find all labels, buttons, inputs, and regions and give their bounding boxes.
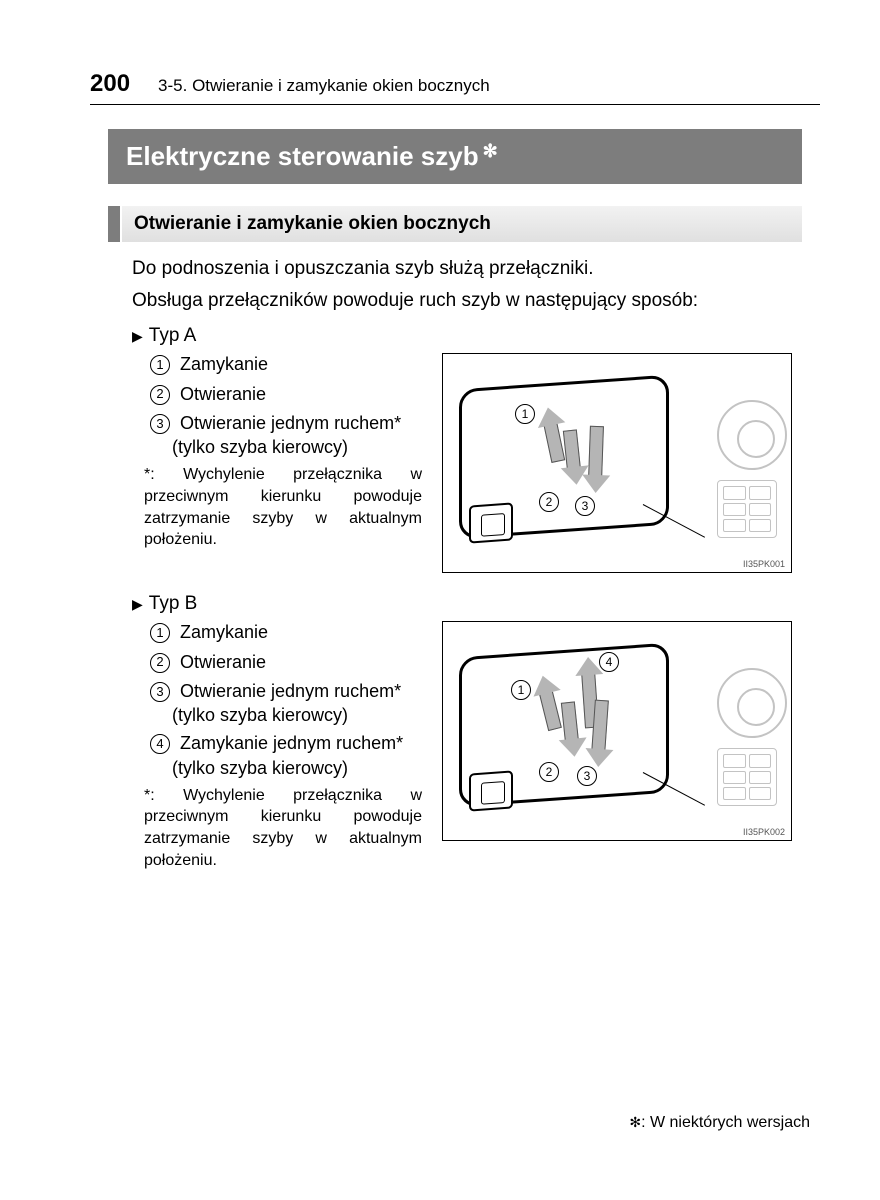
image-code: II35PK002 [743, 827, 785, 837]
item-text: Otwieranie jednym ruchem* [180, 680, 401, 703]
intro-text-1: Do podnoszenia i opuszczania szyb służą … [132, 256, 790, 282]
type-b-diagram: 1 2 3 4 II35PK002 [442, 621, 792, 841]
lock-switch-icon [469, 503, 513, 544]
item-text: Zamykanie jednym ruchem* [180, 732, 403, 755]
type-b-header: ▶ Typ B [132, 593, 790, 615]
type-a-label: Typ A [149, 325, 197, 347]
section-title-bar: Elektryczne sterowanie szyb ✻ [108, 129, 802, 184]
header-rule [90, 104, 820, 105]
section-title: Elektryczne sterowanie szyb [126, 141, 479, 172]
item-text: Otwieranie jednym ruchem* [180, 412, 401, 435]
triangle-icon: ▶ [132, 596, 143, 613]
list-item: 2 Otwieranie [150, 651, 422, 674]
list-item: 1 Zamykanie [150, 353, 422, 376]
steering-wheel-icon [717, 668, 787, 738]
type-a-list: 1 Zamykanie 2 Otwieranie 3 Otwieranie jedny… [132, 353, 422, 435]
item-subnote: (tylko szyba kierowcy) [132, 705, 422, 726]
page-footnote: ✻: W niektórych wersjach [629, 1114, 810, 1132]
circle-number-icon: 3 [150, 414, 170, 434]
list-item: 3 Otwieranie jednym ruchem* [150, 412, 422, 435]
type-b-label: Typ B [149, 593, 198, 615]
list-item: 4 Zamykanie jednym ruchem* [150, 732, 422, 755]
title-asterisk-icon: ✻ [483, 141, 498, 162]
footnote-text: : W niektórych wersjach [641, 1114, 810, 1131]
circle-number-icon: 4 [150, 734, 170, 754]
list-item: 2 Otwieranie [150, 383, 422, 406]
door-switch-panel-icon [717, 748, 777, 806]
item-text: Otwieranie [180, 383, 266, 406]
item-subnote: (tylko szyba kierowcy) [132, 437, 422, 458]
type-b-block: ▶ Typ B 1 Zamykanie 2 Otwieranie 3 Otwieran… [132, 593, 790, 871]
type-b-footnote: *: Wychylenie przełącznika w przeciwnym … [132, 785, 422, 871]
list-item: 1 Zamykanie [150, 621, 422, 644]
steering-wheel-icon [717, 400, 787, 470]
circle-number-icon: 3 [150, 682, 170, 702]
subsection-header: Otwieranie i zamykanie okien bocznych [108, 206, 802, 242]
circle-number-icon: 2 [150, 653, 170, 673]
type-a-block: ▶ Typ A 1 Zamykanie 2 Otwieranie 3 Otwieran… [132, 325, 790, 573]
type-b-list: 1 Zamykanie 2 Otwieranie 3 Otwieranie jedny… [132, 621, 422, 703]
circle-number-icon: 1 [150, 355, 170, 375]
subsection-title: Otwieranie i zamykanie okien bocznych [134, 213, 790, 235]
intro-text-2: Obsługa przełączników powoduje ruch szyb… [132, 288, 790, 314]
type-a-header: ▶ Typ A [132, 325, 790, 347]
item-subnote: (tylko szyba kierowcy) [132, 758, 422, 779]
lock-switch-icon [469, 771, 513, 812]
page-number: 200 [90, 70, 130, 98]
triangle-icon: ▶ [132, 328, 143, 345]
item-text: Zamykanie [180, 353, 268, 376]
type-a-diagram: 1 2 3 II35PK001 [442, 353, 792, 573]
image-code: II35PK001 [743, 559, 785, 569]
page-header: 200 3-5. Otwieranie i zamykanie okien bo… [90, 70, 820, 104]
circle-number-icon: 2 [150, 385, 170, 405]
breadcrumb: 3-5. Otwieranie i zamykanie okien boczny… [158, 76, 490, 96]
type-b-list-cont: 4 Zamykanie jednym ruchem* [132, 732, 422, 755]
circle-number-icon: 1 [150, 623, 170, 643]
subsection-accent-bar [108, 206, 120, 242]
list-item: 3 Otwieranie jednym ruchem* [150, 680, 422, 703]
type-a-footnote: *: Wychylenie przełącznika w przeciwnym … [132, 464, 422, 550]
footnote-star-icon: ✻ [629, 1114, 641, 1130]
item-text: Otwieranie [180, 651, 266, 674]
door-switch-panel-icon [717, 480, 777, 538]
item-text: Zamykanie [180, 621, 268, 644]
arrow-down-long-icon [588, 426, 604, 480]
